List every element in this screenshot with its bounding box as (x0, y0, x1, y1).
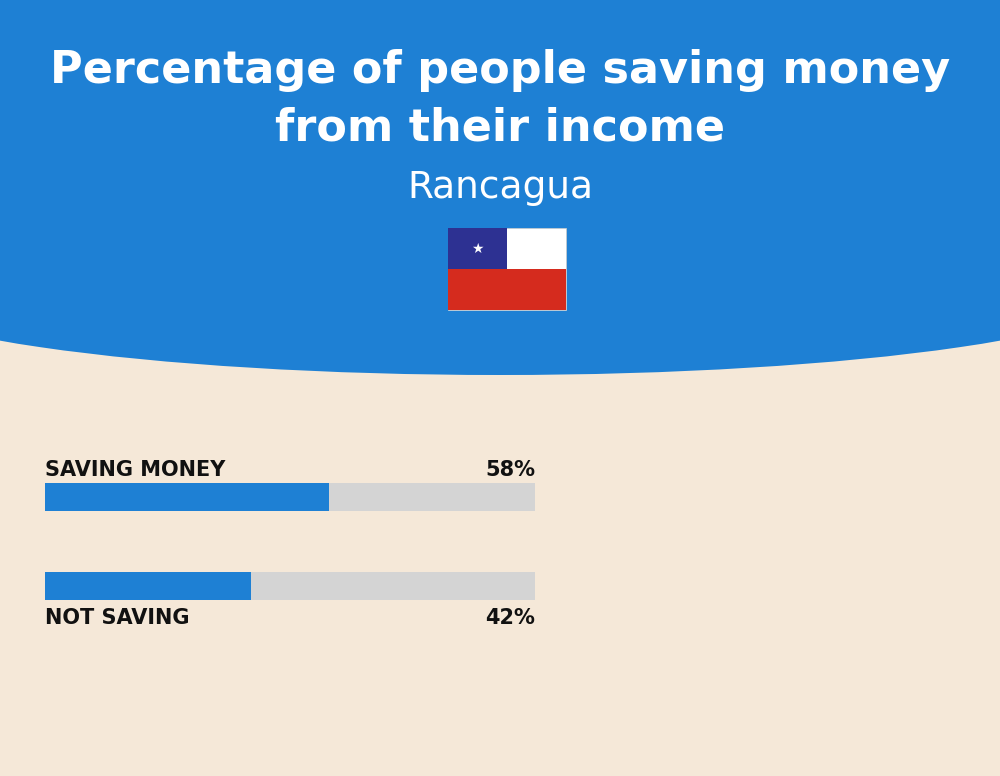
Ellipse shape (0, 185, 1000, 375)
Text: 42%: 42% (485, 608, 535, 628)
Text: 58%: 58% (485, 460, 535, 480)
FancyBboxPatch shape (448, 228, 507, 269)
Text: ★: ★ (471, 241, 484, 255)
Text: Rancagua: Rancagua (407, 170, 593, 206)
Text: NOT SAVING: NOT SAVING (45, 608, 190, 628)
Text: from their income: from their income (275, 106, 725, 150)
Text: SAVING MONEY: SAVING MONEY (45, 460, 225, 480)
FancyBboxPatch shape (45, 572, 251, 600)
Text: Percentage of people saving money: Percentage of people saving money (50, 48, 950, 92)
FancyBboxPatch shape (45, 483, 535, 511)
FancyBboxPatch shape (0, 0, 1000, 280)
FancyBboxPatch shape (45, 483, 329, 511)
FancyBboxPatch shape (45, 572, 535, 600)
FancyBboxPatch shape (448, 269, 566, 310)
FancyBboxPatch shape (448, 228, 566, 310)
